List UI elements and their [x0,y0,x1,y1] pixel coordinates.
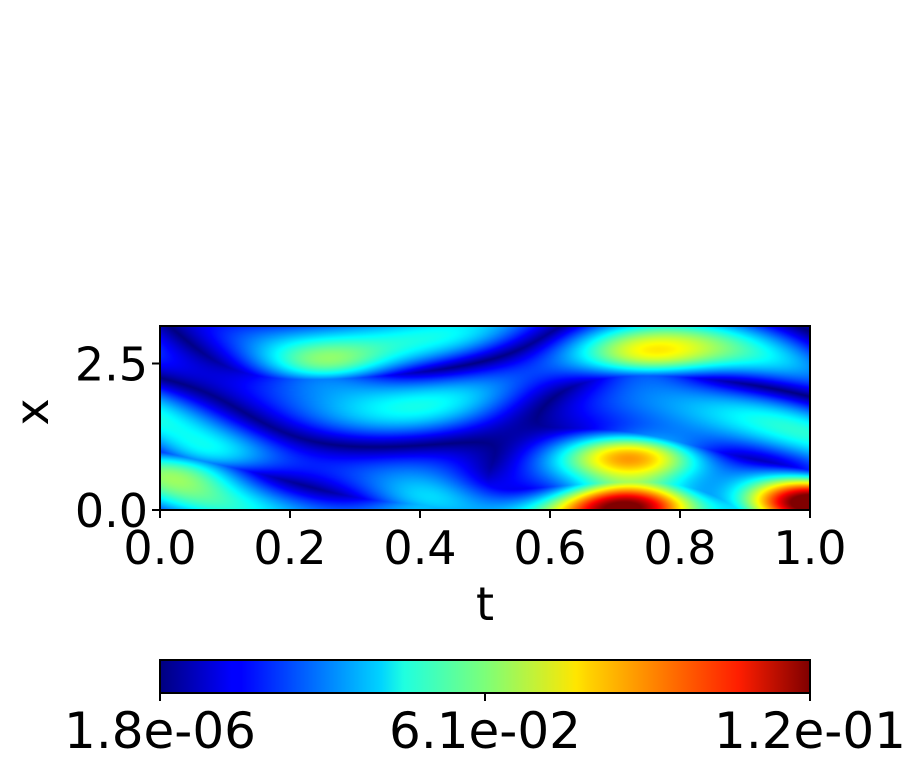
colorbar-tick-label: 1.8e-06 [64,702,256,760]
x-axis-ticks: 0.0 0.2 0.4 0.6 0.8 1.0 [123,510,847,575]
y-axis-label: x [5,398,59,425]
x-tick-label: 0.0 [123,521,196,575]
x-tick-label: 0.6 [513,521,586,575]
colorbar-tick-label: 1.2e-01 [714,702,906,760]
heatmap-panel [159,325,811,511]
colorbar: 1.8e-06 6.1e-02 1.2e-01 [64,659,906,760]
plot-frame [159,325,811,511]
x-tick-label: 0.8 [643,521,716,575]
x-tick-label: 1.0 [773,521,846,575]
x-tick-label: 0.2 [253,521,326,575]
x-axis-label: t [476,577,494,631]
y-axis-ticks: 0.0 2.5 [75,338,160,538]
y-tick-label: 0.0 [75,484,148,538]
colorbar-tick-label: 6.1e-02 [389,702,581,760]
heatmap-image [160,326,810,510]
colorbar-ticks: 1.8e-06 6.1e-02 1.2e-01 [64,693,906,760]
y-tick-label: 2.5 [75,338,148,392]
x-tick-label: 0.4 [383,521,456,575]
colorbar-gradient [159,659,811,694]
